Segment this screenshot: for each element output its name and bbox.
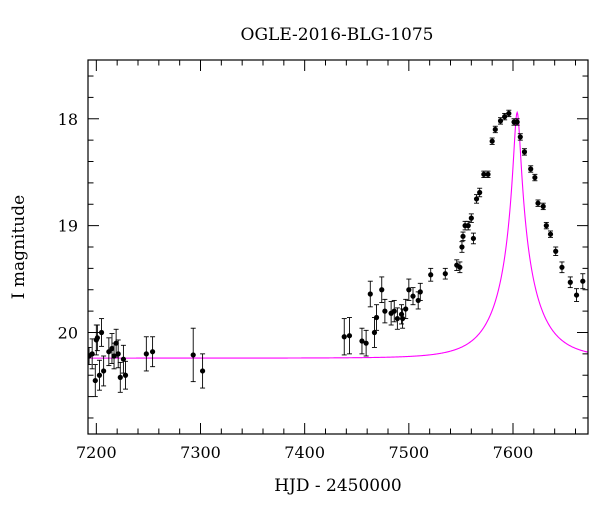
data-point [485,170,491,178]
y-tick-label: 18 [58,110,78,129]
x-tick-label: 7500 [388,443,429,462]
data-point [106,337,112,367]
y-tick-label: 20 [58,323,78,342]
data-point [382,298,388,324]
data-point [346,317,353,355]
data-point [190,327,196,383]
plot-frame [87,59,589,435]
x-tick-label: 7200 [76,443,117,462]
data-point [489,137,495,145]
data-point [341,318,347,356]
data-point [553,246,559,256]
data-point [457,261,463,274]
data-point [101,355,107,387]
tick-labels-layer: 7200 7300 7400 7500 7600 18 19 20 [58,110,534,462]
data-point [459,241,465,253]
data-point [497,117,504,125]
data-point [94,324,100,352]
data-point [567,276,573,289]
data-point [573,288,580,302]
data-point [373,304,380,331]
data-points-layer [88,109,586,398]
data-point [149,336,156,368]
data-point [532,173,538,182]
data-point [92,364,98,398]
data-point [379,276,385,304]
data-point [363,329,369,357]
data-point [460,231,466,242]
data-point [535,199,541,207]
data-point [122,360,129,390]
data-point [406,278,412,301]
data-point [454,259,460,271]
data-point [470,232,477,245]
data-point [547,230,554,238]
data-point [410,287,416,306]
data-point [428,267,434,282]
y-tick-label: 19 [58,217,78,236]
model-curve-layer [88,110,588,359]
data-point [540,202,546,211]
x-tick-label: 7300 [180,443,221,462]
data-point [521,148,528,156]
x-tick-label: 7400 [284,443,325,462]
data-point [580,273,586,290]
data-point [492,125,498,134]
data-point [528,165,534,173]
data-point [394,307,400,330]
model-curve [88,110,588,359]
y-axis-label: I magnitude [9,195,29,299]
data-point [96,359,103,391]
data-point [517,133,523,141]
x-axis-label: HJD - 2450000 [274,476,402,496]
data-point [199,353,206,389]
data-point [543,221,549,230]
data-point [115,339,121,369]
data-point [442,267,448,280]
x-tick-label: 7600 [493,443,534,462]
data-point [367,280,373,308]
data-point [417,282,423,301]
axis-ticks-layer [88,60,588,434]
data-point [559,261,565,274]
data-point [473,194,480,204]
data-point [506,109,512,118]
data-point [359,327,365,355]
chart-title: OGLE-2016-BLG-1075 [241,25,434,45]
data-point [143,336,149,372]
data-point [117,361,123,393]
data-point [468,213,474,223]
data-point [111,342,117,370]
data-point [403,298,409,320]
data-point [399,308,406,329]
data-point [371,317,378,348]
data-point [98,318,105,347]
data-point [514,118,520,126]
data-point [391,299,397,323]
data-point [477,187,483,198]
data-point [465,220,471,231]
